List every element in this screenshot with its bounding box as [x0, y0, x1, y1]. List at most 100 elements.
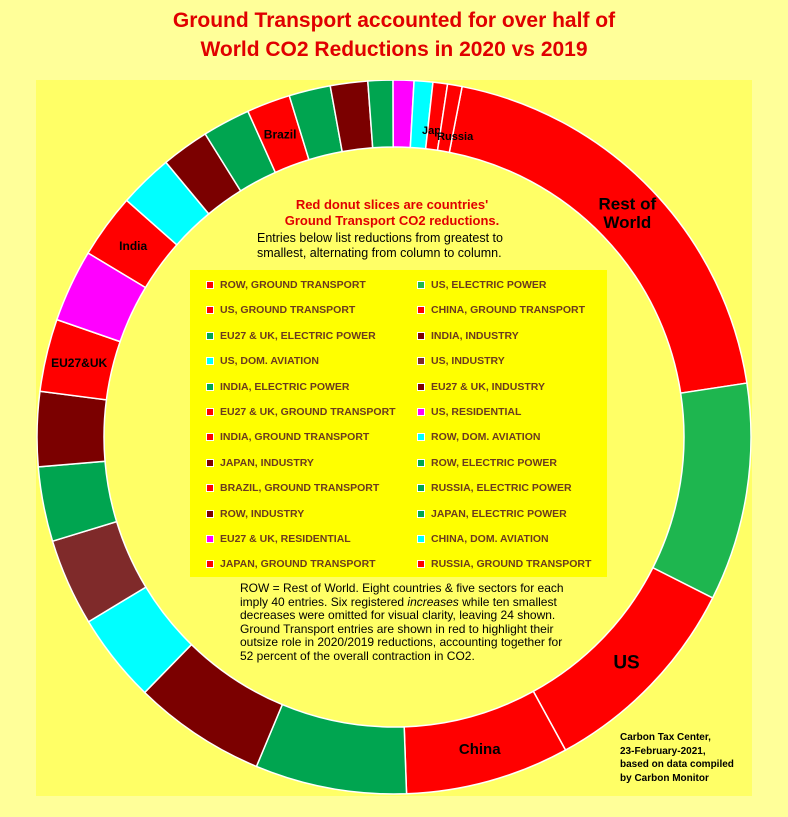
- legend-item: RUSSIA, GROUND TRANSPORT: [417, 558, 591, 570]
- legend-swatch: [417, 484, 425, 493]
- donut-slice: [366, 80, 394, 149]
- legend-swatch: [206, 458, 214, 467]
- donut-note-line2: Ground Transport CO2 reductions.: [284, 213, 500, 228]
- legend-label: ROW, GROUND TRANSPORT: [220, 279, 366, 291]
- legend-item: ROW, GROUND TRANSPORT: [206, 279, 366, 291]
- legend-label: EU27 & UK, GROUND TRANSPORT: [220, 406, 396, 418]
- legend-item: ROW, INDUSTRY: [206, 508, 304, 520]
- legend-item: US, ELECTRIC POWER: [417, 279, 547, 291]
- donut-note-line1: Red donut slices are countries': [295, 197, 489, 212]
- legend-swatch: [206, 357, 214, 366]
- slice-label: Rest of World: [599, 195, 657, 233]
- legend-item: ROW, ELECTRIC POWER: [417, 457, 557, 469]
- legend-label: US, ELECTRIC POWER: [431, 279, 547, 291]
- slice-label: India: [119, 239, 147, 253]
- slice-label: US: [613, 653, 639, 674]
- legend-label: ROW, ELECTRIC POWER: [431, 456, 557, 469]
- legend-swatch: [417, 433, 425, 442]
- credit-line: Carbon Tax Center,: [620, 732, 711, 743]
- legend-item: BRAZIL, GROUND TRANSPORT: [206, 482, 379, 494]
- donut-slice: [651, 382, 752, 599]
- legend-label: EU27 & UK, ELECTRIC POWER: [220, 329, 376, 342]
- legend-item: INDIA, INDUSTRY: [417, 330, 519, 342]
- legend-swatch: [417, 408, 425, 416]
- legend-label: ROW, INDUSTRY: [220, 507, 305, 520]
- slice-label: Brazil: [264, 127, 297, 141]
- legend-instructions-line1: Entries below list reductions from great…: [257, 231, 503, 245]
- legend-swatch: [417, 331, 425, 340]
- legend-swatch: [417, 535, 425, 543]
- legend-label: CHINA, DOM. AVIATION: [431, 533, 549, 545]
- legend-label: RUSSIA, GROUND TRANSPORT: [431, 558, 592, 571]
- legend-item: EU27 & UK, RESIDENTIAL: [206, 533, 351, 545]
- legend-label: EU27 & UK, INDUSTRY: [431, 380, 545, 393]
- legend-swatch: [206, 408, 214, 416]
- donut-slice: [36, 390, 108, 468]
- credit-line: based on data compiled: [620, 759, 734, 770]
- legend-label: JAPAN, ELECTRIC POWER: [431, 507, 567, 520]
- legend-item: EU27 & UK, ELECTRIC POWER: [206, 330, 376, 342]
- legend-item: RUSSIA, ELECTRIC POWER: [417, 482, 572, 494]
- legend-swatch: [206, 306, 214, 315]
- legend-item: JAPAN, GROUND TRANSPORT: [206, 558, 376, 570]
- legend-label: INDIA, INDUSTRY: [431, 329, 519, 342]
- legend-swatch: [417, 306, 425, 315]
- chart-title-line2: World CO2 Reductions in 2020 vs 2019: [200, 38, 588, 61]
- legend-label: ROW, DOM. AVIATION: [431, 431, 541, 444]
- donut-slice: [436, 83, 463, 154]
- footnote-italic: increases: [407, 594, 459, 609]
- slice-label: EU27&UK: [51, 356, 107, 370]
- legend-swatch: [206, 560, 214, 569]
- slice-label: China: [459, 741, 501, 758]
- legend-swatch: [206, 382, 214, 391]
- footnote-text-2: while ten smallest decreases were omitte…: [240, 594, 563, 663]
- legend-label: US, INDUSTRY: [431, 355, 505, 368]
- legend-swatch: [417, 560, 425, 569]
- legend-item: INDIA, GROUND TRANSPORT: [206, 431, 369, 443]
- legend-item: ROW, DOM. AVIATION: [417, 431, 540, 443]
- legend-swatch: [206, 281, 214, 289]
- legend-label: CHINA, GROUND TRANSPORT: [431, 304, 585, 317]
- legend-swatch: [206, 509, 214, 518]
- footnote-text-1: ROW = Rest of World. Eight countries & f…: [240, 581, 564, 609]
- legend-item: US, INDUSTRY: [417, 355, 505, 367]
- legend-item: JAPAN, INDUSTRY: [206, 457, 314, 469]
- footnote: ROW = Rest of World. Eight countries & f…: [240, 581, 570, 663]
- legend-label: RUSSIA, ELECTRIC POWER: [431, 482, 572, 495]
- legend-label: US, RESIDENTIAL: [431, 406, 522, 418]
- legend-label: US, DOM. AVIATION: [220, 355, 319, 368]
- legend-label: BRAZIL, GROUND TRANSPORT: [220, 482, 380, 495]
- legend-swatch: [417, 382, 425, 391]
- legend-item: US, GROUND TRANSPORT: [206, 304, 355, 316]
- slice-label: Russia: [437, 131, 474, 143]
- legend-item: CHINA, GROUND TRANSPORT: [417, 304, 585, 316]
- legend-swatch: [206, 433, 214, 442]
- legend-item: EU27 & UK, GROUND TRANSPORT: [206, 406, 396, 418]
- legend-item: CHINA, DOM. AVIATION: [417, 533, 549, 545]
- legend-label: INDIA, GROUND TRANSPORT: [220, 431, 370, 444]
- legend: ROW, GROUND TRANSPORT US, ELECTRIC POWER U…: [190, 270, 607, 577]
- legend-swatch: [206, 331, 214, 340]
- legend-swatch: [417, 509, 425, 518]
- legend-item: INDIA, ELECTRIC POWER: [206, 381, 350, 393]
- legend-instructions-line2: smallest, alternating from column to col…: [257, 246, 502, 260]
- legend-label: INDIA, ELECTRIC POWER: [220, 380, 350, 393]
- legend-swatch: [417, 458, 425, 467]
- credit-line: 23-February-2021,: [620, 745, 706, 757]
- legend-label: EU27 & UK, RESIDENTIAL: [220, 533, 351, 545]
- chart-title-line1: Ground Transport accounted for over half…: [172, 9, 616, 32]
- donut-slice: [255, 703, 408, 795]
- legend-item: EU27 & UK, INDUSTRY: [417, 381, 545, 393]
- legend-label: JAPAN, GROUND TRANSPORT: [220, 558, 376, 571]
- legend-item: US, RESIDENTIAL: [417, 406, 521, 418]
- legend-swatch: [417, 281, 425, 289]
- legend-label: US, GROUND TRANSPORT: [220, 304, 356, 317]
- legend-item: JAPAN, ELECTRIC POWER: [417, 508, 567, 520]
- legend-item: US, DOM. AVIATION: [206, 355, 319, 367]
- plot-area: Rest of World US China EU27&UK India Brazil Jap…: [36, 80, 752, 796]
- source-credit: Carbon Tax Center, 23-February-2021, bas…: [620, 731, 750, 785]
- legend-swatch: [206, 535, 214, 543]
- credit-line: by Carbon Monitor: [620, 772, 709, 784]
- legend-swatch: [417, 357, 425, 366]
